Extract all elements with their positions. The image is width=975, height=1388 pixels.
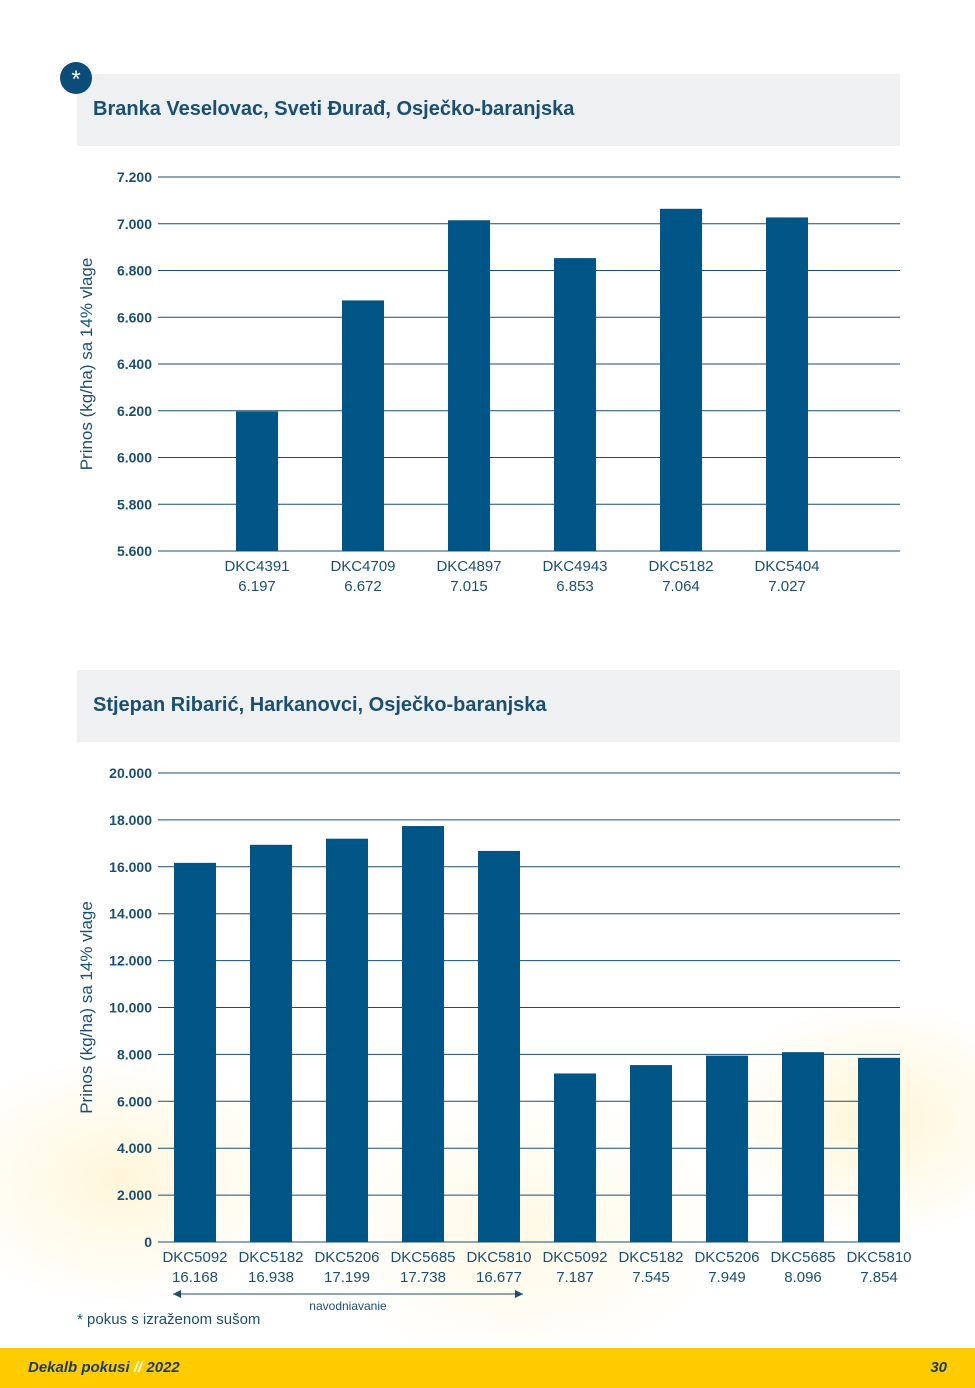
y-tick-label: 4.000 xyxy=(117,1140,152,1156)
y-tick-label: 6.200 xyxy=(117,403,152,419)
x-category-label: DKC5685 xyxy=(770,1249,835,1266)
value-label: 6.197 xyxy=(238,578,276,595)
value-label: 17.199 xyxy=(324,1269,370,1286)
value-label: 6.853 xyxy=(556,578,594,595)
y-axis-label: Prinos (kg/ha) sa 14% vlage xyxy=(77,901,96,1114)
y-tick-label: 6.600 xyxy=(117,309,152,325)
value-label: 16.677 xyxy=(476,1269,522,1286)
y-tick-label: 6.000 xyxy=(117,450,152,466)
bar xyxy=(174,862,216,1242)
footnote: * pokus s izraženom sušom xyxy=(77,1311,261,1328)
footer-brand: Dekalb pokusi xyxy=(28,1359,130,1376)
annotation-label: navodnjavanje xyxy=(309,1299,387,1310)
y-tick-label: 6.400 xyxy=(117,356,152,372)
x-category-label: DKC5206 xyxy=(694,1249,759,1266)
bar xyxy=(250,844,292,1242)
bar xyxy=(766,217,808,551)
chart1-header: Branka Veselovac, Sveti Đurađ, Osječko-b… xyxy=(77,74,900,146)
y-tick-label: 16.000 xyxy=(109,859,152,875)
star-badge: * xyxy=(60,62,92,94)
x-category-label: DKC5810 xyxy=(846,1249,911,1266)
y-tick-label: 10.000 xyxy=(109,1000,152,1016)
y-tick-label: 5.800 xyxy=(117,496,152,512)
x-category-label: DKC4391 xyxy=(224,558,289,575)
value-label: 7.064 xyxy=(662,578,700,595)
y-tick-label: 7.200 xyxy=(117,169,152,185)
bar xyxy=(326,838,368,1242)
footer: Dekalb pokusi // 2022 30 xyxy=(0,1348,975,1388)
page-number: 30 xyxy=(930,1359,947,1376)
bar xyxy=(478,850,520,1242)
x-category-label: DKC5182 xyxy=(618,1249,683,1266)
y-tick-label: 0 xyxy=(144,1234,152,1250)
y-tick-label: 18.000 xyxy=(109,812,152,828)
y-tick-label: 2.000 xyxy=(117,1187,152,1203)
y-tick-label: 12.000 xyxy=(109,953,152,969)
chart2: 0 2.000 4.000 6.000 8.000 10.000 12.000 14.000 1… xyxy=(77,765,912,1310)
x-category-label: DKC5182 xyxy=(648,558,713,575)
x-category-label: DKC5092 xyxy=(542,1249,607,1266)
y-tick-label: 5.600 xyxy=(117,543,152,559)
value-label: 6.672 xyxy=(344,578,382,595)
chart1: 5.600 5.800 6.000 6.200 6.400 6.600 6.800 7.000… xyxy=(77,169,900,595)
x-category-label: DKC5404 xyxy=(754,558,819,575)
y-tick-label: 6.000 xyxy=(117,1093,152,1109)
x-category-label: DKC4943 xyxy=(542,558,607,575)
x-category-label: DKC4709 xyxy=(330,558,395,575)
footer-year: 2022 xyxy=(146,1359,180,1376)
footer-separator: // xyxy=(133,1359,143,1376)
y-tick-label: 7.000 xyxy=(117,216,152,232)
bar xyxy=(630,1065,672,1242)
annotation-arrow-left-head xyxy=(173,1290,181,1298)
bar xyxy=(236,411,278,551)
footer-label: Dekalb pokusi // 2022 xyxy=(28,1359,180,1376)
x-category-label: DKC5206 xyxy=(314,1249,379,1266)
bar xyxy=(706,1055,748,1242)
x-category-label: DKC5685 xyxy=(390,1249,455,1266)
bar xyxy=(448,220,490,551)
x-category-label: DKC5810 xyxy=(466,1249,531,1266)
x-category-label: DKC5182 xyxy=(238,1249,303,1266)
value-label: 17.738 xyxy=(400,1269,446,1286)
value-label: 8.096 xyxy=(784,1269,822,1286)
y-tick-label: 6.800 xyxy=(117,263,152,279)
bar xyxy=(660,208,702,551)
value-label: 7.949 xyxy=(708,1269,746,1286)
chart1-title: Branka Veselovac, Sveti Đurađ, Osječko-b… xyxy=(93,98,575,120)
bar xyxy=(554,1073,596,1242)
bar xyxy=(554,258,596,551)
y-axis-label: Prinos (kg/ha) sa 14% vlage xyxy=(77,258,96,471)
x-category-label: DKC4897 xyxy=(436,558,501,575)
bar xyxy=(858,1057,900,1242)
bar xyxy=(782,1052,824,1242)
x-category-label: DKC5092 xyxy=(162,1249,227,1266)
value-label: 7.015 xyxy=(450,578,488,595)
y-tick-label: 8.000 xyxy=(117,1046,152,1062)
value-label: 16.168 xyxy=(172,1269,218,1286)
chart2-header: Stjepan Ribarić, Harkanovci, Osječko-bar… xyxy=(77,670,900,742)
chart2-title: Stjepan Ribarić, Harkanovci, Osječko-bar… xyxy=(93,694,547,716)
value-label: 7.854 xyxy=(860,1269,898,1286)
y-tick-label: 14.000 xyxy=(109,906,152,922)
annotation-arrow-right-head xyxy=(515,1290,523,1298)
value-label: 7.027 xyxy=(768,578,806,595)
y-tick-label: 20.000 xyxy=(109,765,152,781)
value-label: 7.187 xyxy=(556,1269,594,1286)
bar xyxy=(342,300,384,551)
value-label: 16.938 xyxy=(248,1269,294,1286)
value-label: 7.545 xyxy=(632,1269,670,1286)
bar xyxy=(402,826,444,1242)
